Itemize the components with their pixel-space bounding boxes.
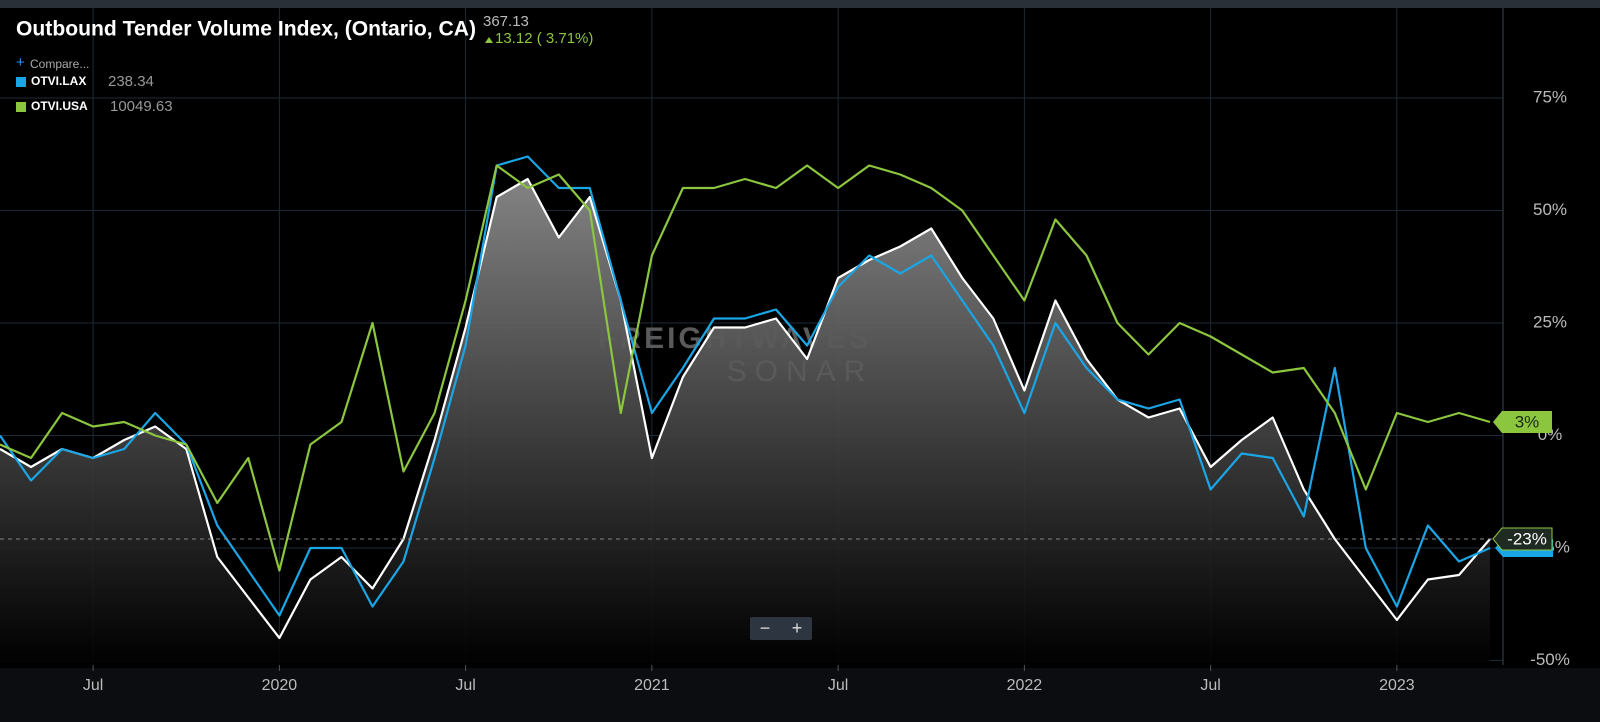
legend-value: 238.34 <box>108 73 154 90</box>
y-tick-label: 25% <box>1533 312 1567 331</box>
compare-plus[interactable]: + <box>16 54 25 71</box>
value-badge <box>1493 411 1552 433</box>
x-tick-label: 2021 <box>634 677 670 694</box>
series-line <box>0 164 1491 572</box>
legend-label: OTVI.LAX <box>31 74 86 88</box>
zoom-out[interactable]: − <box>760 618 771 638</box>
value-badge <box>1492 527 1553 551</box>
zoom-in[interactable]: + <box>792 618 803 638</box>
legend-swatch <box>16 77 26 87</box>
area-layer <box>0 179 1490 665</box>
y-tick-label: 75% <box>1533 87 1567 106</box>
x-tick-label: Jul <box>828 677 848 694</box>
legend-label: OTVI.USA <box>31 99 88 113</box>
zoom-control <box>750 617 812 640</box>
compare[interactable]: Compare... <box>30 57 89 71</box>
chart-title: Outbound Tender Volume Index, (Ontario, … <box>16 18 476 41</box>
series-line <box>0 177 1491 640</box>
legend-swatch <box>16 102 26 112</box>
y-tick-label: 50% <box>1533 200 1567 219</box>
price: 367.13 <box>483 13 529 30</box>
x-axis-band <box>0 668 1600 722</box>
value-badge-label: 3% <box>1515 412 1540 431</box>
value-badge-label: -23% <box>1507 529 1547 548</box>
x-tick-label: Jul <box>83 677 103 694</box>
x-tick-label: 2022 <box>1007 677 1043 694</box>
series-line <box>0 155 1491 617</box>
area <box>0 179 1490 665</box>
x-tick-label: 2023 <box>1379 677 1415 694</box>
x-tick-label: Jul <box>1200 677 1220 694</box>
up-arrow <box>485 37 493 43</box>
change: 13.12 ( 3.71%) <box>495 30 593 47</box>
x-tick-label: 2020 <box>262 677 298 694</box>
top-bar <box>0 0 1600 8</box>
line-layer <box>0 155 1503 640</box>
legend-value: 10049.63 <box>110 98 173 115</box>
watermark: SONAR <box>727 355 874 388</box>
x-tick-label: Jul <box>455 677 475 694</box>
y-tick-label: -50% <box>1530 650 1570 669</box>
label-layer: 75%50%25%0%-25%-50%Jul2020Jul2021Jul2022… <box>16 73 1570 694</box>
